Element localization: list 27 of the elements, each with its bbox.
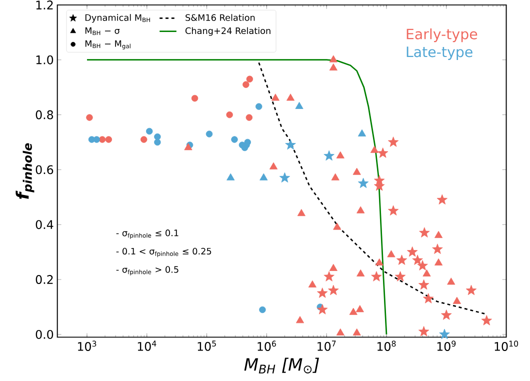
annotation: - 0.1 < σ$_{fpinhole}$ ≤ 0.25: [116, 248, 212, 258]
x-tick-label: 10$^{8}$: [378, 340, 396, 352]
y-tick-label: 0.2: [36, 275, 53, 284]
x-tick-label: 10$^{7}$: [318, 340, 336, 352]
annotation: - σ$_{fpinhole}$ ≤ 0.1: [116, 230, 178, 239]
y-tick-label: 0.8: [36, 110, 54, 120]
x-tick-label: 10$^{5}$: [198, 340, 216, 352]
legend-label: M$_{BH}$ − M$_{gal}$: [85, 40, 130, 50]
legend-label: M$_{BH}$ − σ: [85, 28, 120, 36]
y-tick-label: 0.6: [36, 165, 54, 174]
y-tick-label: 0.4: [36, 220, 54, 230]
text: Late-type: [406, 46, 472, 60]
y-tick-label: 1.0: [36, 56, 54, 64]
x-tick-label: 10$^{9}$: [437, 340, 456, 352]
x-tick-label: 10$^{3}$: [78, 340, 96, 352]
x-tick-label: 10$^{6}$: [258, 340, 276, 352]
x-tick-label: 10$^{10}$: [494, 340, 518, 352]
legend-label: S&M16 Relation: [186, 14, 255, 22]
x-tick-label: 10$^{4}$: [138, 340, 156, 352]
legend-label: Dynamical M$_{BH}$: [85, 14, 150, 23]
text: Early-type: [406, 28, 478, 42]
y-axis-title: f$_{pinhole}$: [16, 143, 34, 200]
y-tick-label: 0.0: [36, 330, 54, 340]
x-axis-title: M$_{BH}$ [M$_{⊙}$]: [244, 358, 319, 374]
legend-label: Chang+24 Relation: [185, 27, 270, 36]
annotation: - σ$_{fpinhole}$ > 0.5: [116, 266, 178, 276]
y-tick-label: 1.2: [36, 0, 53, 10]
